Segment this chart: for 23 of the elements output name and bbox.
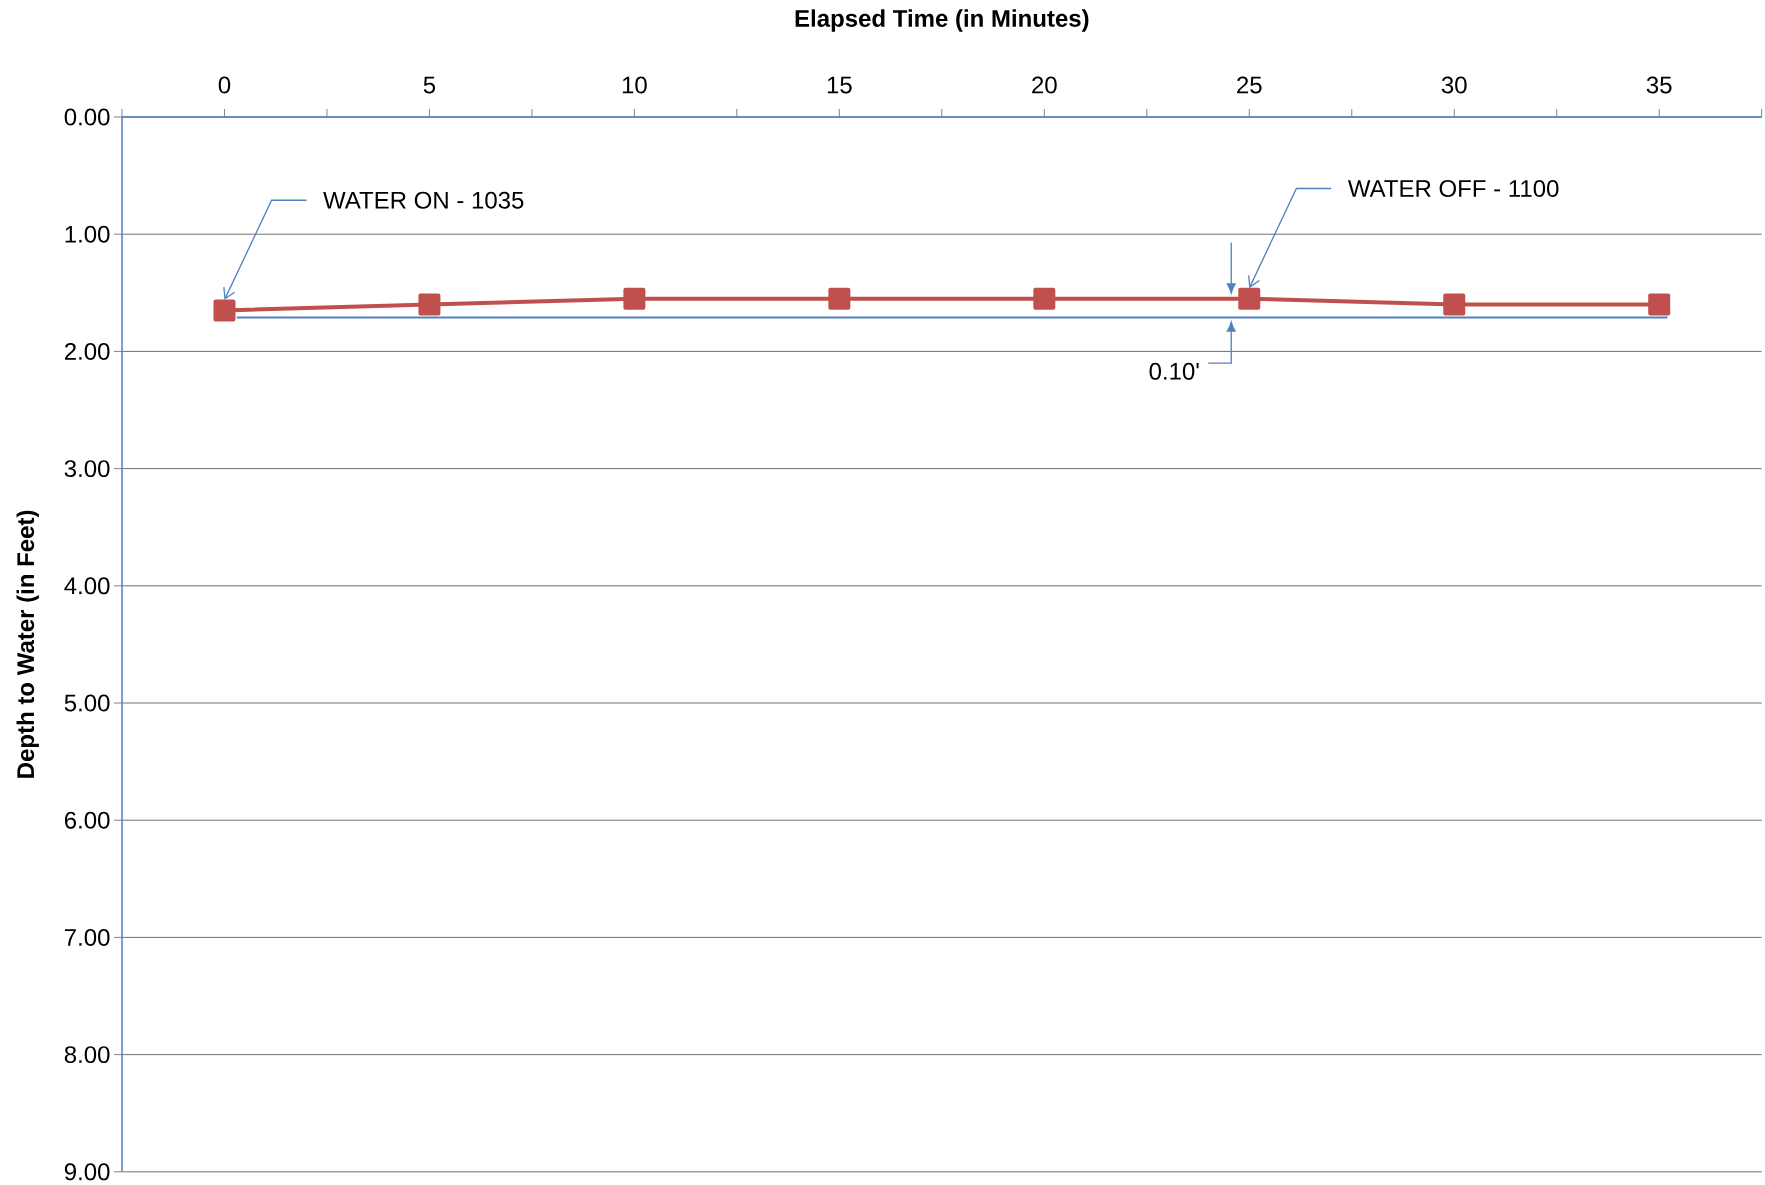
y-tick-label: 4.00 [64,577,110,595]
x-tick-label: 35 [1646,76,1672,94]
y-tick-label: 0.00 [64,108,110,126]
x-tick-label: 5 [423,76,436,94]
x-tick-label: 0 [218,76,231,94]
y-tick-label: 5.00 [64,694,110,712]
y-tick-label: 3.00 [64,460,110,478]
x-tick-label: 30 [1441,76,1467,94]
x-tick-label: 25 [1237,76,1262,94]
annotation: WATER ON - 1035 [323,191,524,209]
annotation: 0.10' [1149,362,1199,380]
y-tick-label: 7.00 [64,929,110,946]
y-tick-label: 2.00 [64,343,110,360]
y-tick-label: 1.00 [65,225,110,243]
y-axis-title: Depth to Water (in Feet) [16,510,39,778]
annotation: WATER OFF - 1100 [1347,180,1559,198]
x-axis-title: Elapsed Time (in Minutes) [795,9,1089,32]
x-tick-label: 15 [827,76,852,94]
x-tick-label: 20 [1032,76,1057,94]
y-tick-label: 9.00 [64,1163,110,1181]
y-tick-label: 6.00 [64,811,110,829]
y-tick-label: 8.00 [64,1046,110,1064]
x-tick-label: 10 [622,76,647,94]
